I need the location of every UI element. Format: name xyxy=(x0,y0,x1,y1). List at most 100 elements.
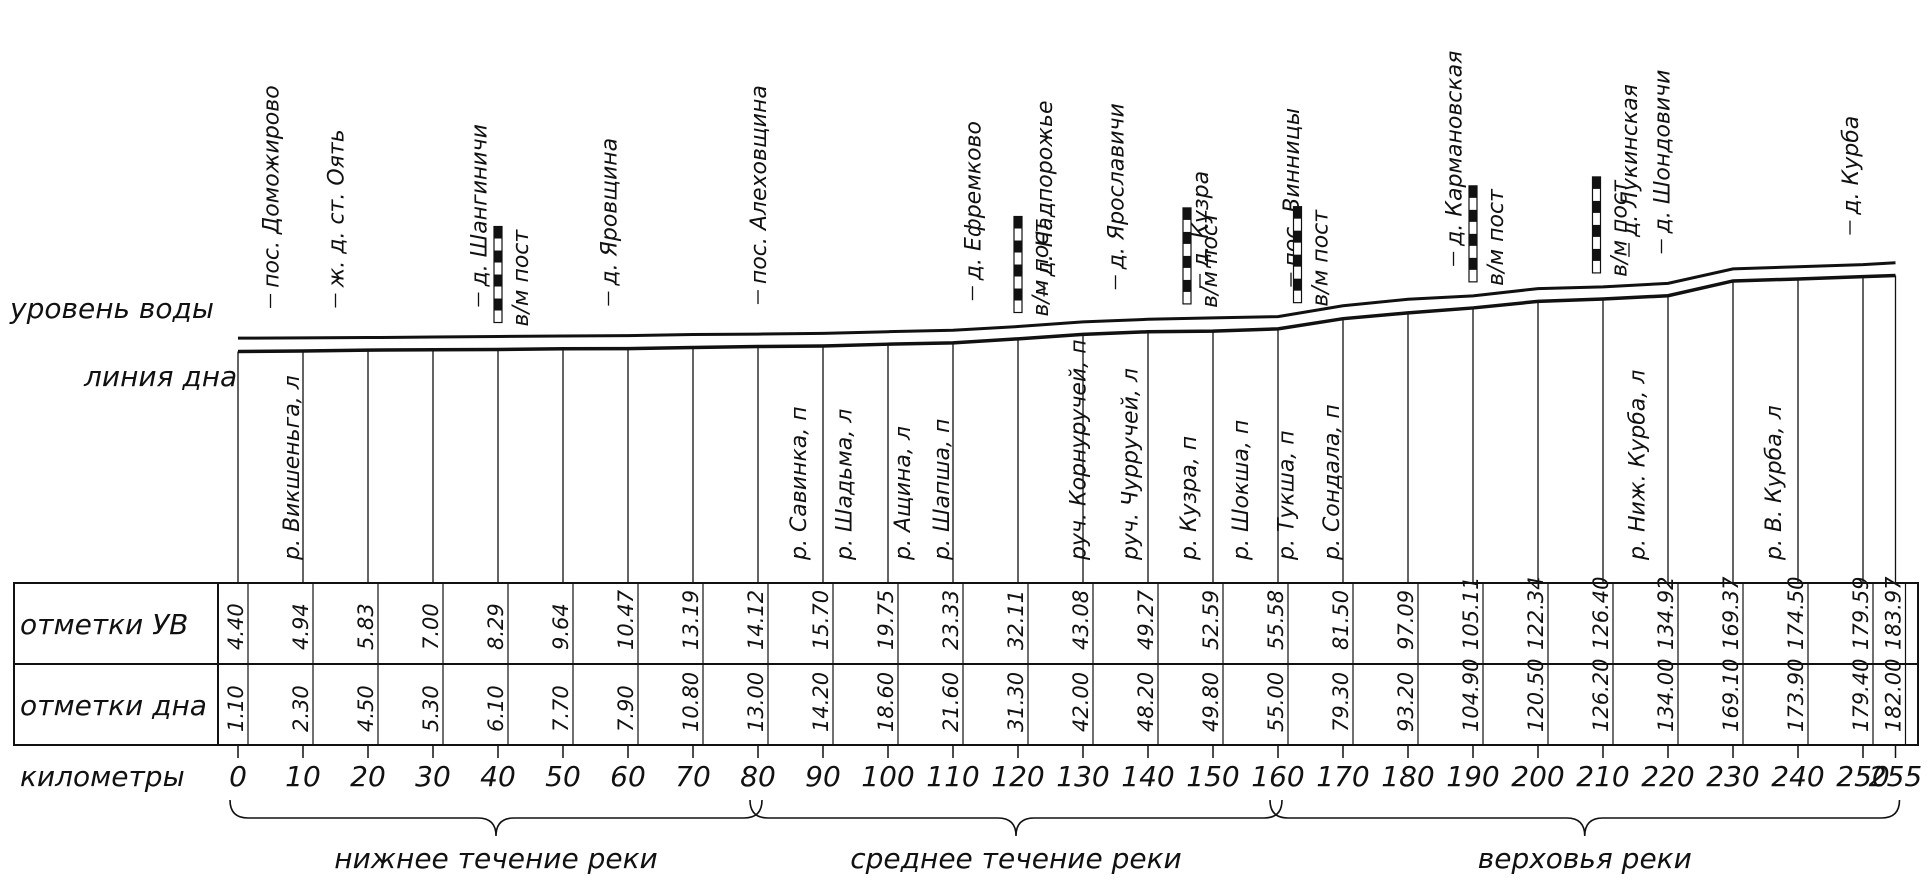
water-mark-value: 97.09 xyxy=(1394,590,1418,650)
km-tick-label: 50 xyxy=(545,760,581,793)
km-tick-label: 140 xyxy=(1121,760,1174,793)
settlement-label: д. Шондовичи xyxy=(1651,70,1676,235)
km-tick-label: 110 xyxy=(926,760,979,793)
settlement-label: д. Кузра xyxy=(1189,171,1214,269)
water-mark-value: 55.58 xyxy=(1264,590,1288,650)
km-tick-label: 30 xyxy=(415,760,451,793)
water-mark-value: 122.34 xyxy=(1524,577,1548,650)
water-mark-value: 81.50 xyxy=(1329,590,1353,650)
bed-mark-value: 79.30 xyxy=(1329,672,1353,732)
tributary-label: р. Ащина, л xyxy=(891,426,916,561)
settlement-label: ж. д. ст. Оять xyxy=(325,129,350,288)
bed-mark-value: 48.20 xyxy=(1134,672,1158,732)
bed-line xyxy=(237,273,1896,354)
bed-mark-value: 55.00 xyxy=(1264,672,1288,732)
gauge-label: в/м пост xyxy=(1484,188,1509,286)
km-tick-label: 220 xyxy=(1641,760,1694,793)
gauge-label: в/м пост xyxy=(1198,210,1223,308)
settlement-label: д. Яровщина xyxy=(598,138,623,287)
water-level-line xyxy=(237,261,1896,340)
water-mark-value: 10.47 xyxy=(614,589,638,650)
water-mark-value: 5.83 xyxy=(354,603,378,650)
km-tick-label: 60 xyxy=(610,760,646,793)
tributary-label: р. Шапша, п xyxy=(930,419,955,561)
water-mark-value: 169.37 xyxy=(1719,576,1743,650)
km-tick-label: 190 xyxy=(1446,760,1499,793)
gauge-post-icon xyxy=(1182,207,1192,305)
water-mark-value: 52.59 xyxy=(1199,590,1223,650)
km-tick-label: 200 xyxy=(1511,760,1564,793)
reach-label: среднее течение реки xyxy=(850,842,1181,875)
bed-mark-value: 120.50 xyxy=(1524,659,1548,732)
gauge-post-icon xyxy=(1292,206,1303,304)
tributary-label: р. Сондала, п xyxy=(1320,404,1345,561)
bed-mark-value: 4.50 xyxy=(354,685,378,732)
data-table: отметки УВ отметки дна 4.40 1.10 4.94 2.30 5… xyxy=(13,576,1919,746)
km-axis: 0 10 20 30 40 50 60 70 80 90 100 110 120 130 140 150 160… xyxy=(229,745,1922,793)
reach-label: нижнее течение реки xyxy=(334,842,657,875)
km-tick-label: 250 xyxy=(1836,760,1889,793)
water-mark-value: 43.08 xyxy=(1069,590,1093,650)
tributary-label: р. В. Курба, л xyxy=(1762,405,1787,561)
km-label: километры xyxy=(20,760,185,793)
water-mark-value: 179.59 xyxy=(1849,577,1873,650)
settlement-label: д. Курба xyxy=(1839,116,1864,216)
tributary-label: р. Шадьма, л xyxy=(833,409,858,561)
gauge-label: в/м пост xyxy=(1309,209,1334,307)
km-tick-label: 100 xyxy=(861,760,914,793)
gauge-post-icon xyxy=(1013,215,1023,314)
gauge-post-icon xyxy=(1468,185,1478,283)
bed-mark-value: 42.00 xyxy=(1069,672,1093,732)
water-level-label: уровень воды xyxy=(9,292,214,325)
bed-mark-value: 21.60 xyxy=(939,672,963,732)
bed-mark-value: 7.70 xyxy=(549,685,573,732)
km-tick-label: 130 xyxy=(1056,760,1109,793)
reach-label: верховья реки xyxy=(1478,842,1692,875)
gauge-posts: в/м пост в/м пост в/м пост в/м пост в/м пост… xyxy=(493,176,1633,327)
bed-marks-header: отметки дна xyxy=(20,689,207,722)
km-tick-label: 80 xyxy=(740,760,776,793)
water-mark-value: 15.70 xyxy=(809,590,833,650)
settlement-label: д. Ефремково xyxy=(962,121,987,281)
tributary-label: р. Ниж. Курба, л xyxy=(1626,370,1651,561)
km-tick-label: 160 xyxy=(1251,760,1304,793)
tributary-label: р. Шокша, п xyxy=(1229,420,1254,561)
km-tick-label: 40 xyxy=(480,760,516,793)
bed-mark-value: 2.30 xyxy=(289,685,313,732)
km-tick-label: 90 xyxy=(805,760,841,793)
bed-mark-value: 182.00 xyxy=(1882,659,1906,732)
water-mark-value: 4.40 xyxy=(224,603,248,650)
tributary-label: р. Тукша, п xyxy=(1275,430,1300,561)
settlement-label: д. Лукинская xyxy=(1618,84,1643,238)
settlement-label: д. Кармановская xyxy=(1443,51,1468,247)
gauge-post-icon xyxy=(1591,176,1602,274)
bed-mark-value: 13.00 xyxy=(744,672,768,732)
reach-brace xyxy=(229,799,763,837)
water-mark-value: 32.11 xyxy=(1004,590,1028,650)
settlement-label: д. Ярославичи xyxy=(1105,103,1130,270)
km-tick-label: 120 xyxy=(991,760,1044,793)
bed-mark-value: 7.90 xyxy=(614,685,638,732)
station-verticals xyxy=(237,275,1897,583)
water-mark-value: 126.40 xyxy=(1589,577,1613,650)
km-tick-label: 10 xyxy=(285,760,321,793)
bed-mark-value: 31.30 xyxy=(1004,672,1028,732)
km-tick-label: 70 xyxy=(675,760,711,793)
bed-mark-value: 18.60 xyxy=(874,672,898,732)
gauge-label: в/м пост xyxy=(1029,219,1054,317)
bed-mark-value: 134.00 xyxy=(1654,659,1678,732)
water-mark-value: 8.29 xyxy=(484,603,508,650)
tributary-labels: р. Викшеньга, л р. Савинка, п р. Шадьма, л… xyxy=(280,339,1787,561)
water-mark-value: 14.12 xyxy=(744,590,768,650)
settlement-label: пос. Доможирово xyxy=(260,85,285,288)
river-reaches: нижнее течение реки среднее течение реки в… xyxy=(229,799,1901,875)
bed-mark-value: 126.20 xyxy=(1589,659,1613,732)
tributary-label: руч. Чурручей, л xyxy=(1119,368,1144,561)
km-tick-label: 210 xyxy=(1576,760,1629,793)
km-tick-label: 0 xyxy=(229,760,247,793)
bed-mark-value: 104.90 xyxy=(1459,659,1483,732)
water-mark-value: 105.11 xyxy=(1459,577,1483,650)
bed-mark-value: 6.10 xyxy=(484,685,508,732)
km-tick-label: 170 xyxy=(1316,760,1369,793)
